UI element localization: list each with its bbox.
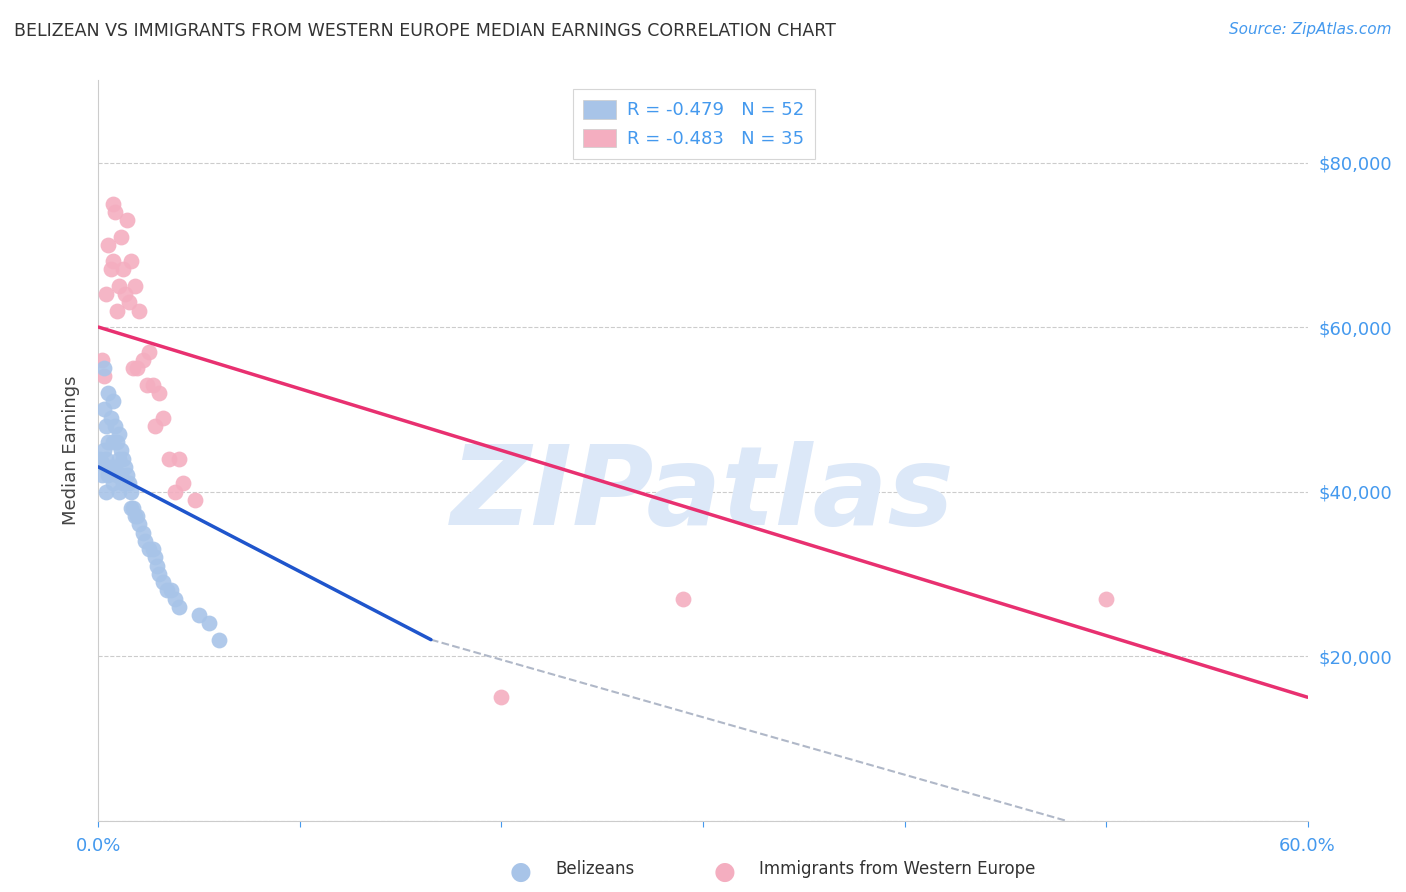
- Point: [184, 492, 207, 507]
- Text: ●: ●: [713, 861, 735, 884]
- Point: [142, 542, 165, 557]
- Point: [111, 451, 134, 466]
- Point: [157, 451, 180, 466]
- Point: [103, 459, 125, 474]
- Point: [103, 205, 125, 219]
- Point: [143, 550, 166, 565]
- Point: [107, 451, 129, 466]
- Point: [132, 525, 155, 540]
- Text: Belizeans: Belizeans: [555, 860, 634, 878]
- Point: [120, 484, 142, 499]
- Point: [134, 533, 156, 548]
- Point: [110, 443, 132, 458]
- Point: [160, 583, 183, 598]
- Point: [188, 607, 211, 622]
- Point: [672, 591, 695, 606]
- Point: [208, 632, 231, 647]
- Point: [148, 385, 170, 400]
- Point: [101, 394, 124, 409]
- Point: [105, 303, 128, 318]
- Point: [152, 575, 174, 590]
- Point: [93, 443, 115, 458]
- Point: [91, 353, 114, 368]
- Point: [91, 456, 114, 470]
- Point: [93, 361, 115, 376]
- Point: [148, 566, 170, 581]
- Point: [111, 262, 134, 277]
- Point: [100, 459, 122, 474]
- Point: [491, 690, 513, 705]
- Point: [1095, 591, 1118, 606]
- Point: [163, 591, 186, 606]
- Point: [121, 501, 143, 516]
- Point: [96, 287, 118, 301]
- Point: [135, 377, 157, 392]
- Point: [93, 369, 115, 384]
- Point: [128, 303, 150, 318]
- Y-axis label: Median Earnings: Median Earnings: [62, 376, 80, 525]
- Point: [124, 279, 146, 293]
- Text: Source: ZipAtlas.com: Source: ZipAtlas.com: [1229, 22, 1392, 37]
- Legend: R = -0.479   N = 52, R = -0.483   N = 35: R = -0.479 N = 52, R = -0.483 N = 35: [572, 89, 815, 159]
- Point: [128, 517, 150, 532]
- Point: [107, 484, 129, 499]
- Point: [97, 468, 120, 483]
- Point: [152, 410, 174, 425]
- Point: [114, 287, 136, 301]
- Point: [118, 295, 141, 310]
- Point: [91, 468, 114, 483]
- Text: BELIZEAN VS IMMIGRANTS FROM WESTERN EUROPE MEDIAN EARNINGS CORRELATION CHART: BELIZEAN VS IMMIGRANTS FROM WESTERN EURO…: [14, 22, 837, 40]
- Point: [121, 361, 143, 376]
- Point: [110, 468, 132, 483]
- Point: [143, 418, 166, 433]
- Point: [101, 435, 124, 450]
- Point: [132, 353, 155, 368]
- Point: [172, 476, 194, 491]
- Point: [142, 377, 165, 392]
- Point: [146, 558, 169, 573]
- Point: [97, 385, 120, 400]
- Point: [100, 262, 122, 277]
- Point: [96, 484, 118, 499]
- Point: [110, 229, 132, 244]
- Point: [96, 418, 118, 433]
- Point: [101, 254, 124, 268]
- Point: [93, 402, 115, 417]
- Point: [125, 361, 148, 376]
- Point: [107, 279, 129, 293]
- Point: [111, 476, 134, 491]
- Point: [120, 254, 142, 268]
- Point: [114, 459, 136, 474]
- Point: [115, 468, 138, 483]
- Point: [100, 410, 122, 425]
- Point: [156, 583, 179, 598]
- Point: [198, 616, 221, 631]
- Point: [118, 476, 141, 491]
- Point: [105, 435, 128, 450]
- Point: [167, 451, 190, 466]
- Point: [138, 542, 160, 557]
- Point: [103, 418, 125, 433]
- Point: [115, 213, 138, 227]
- Point: [97, 435, 120, 450]
- Point: [101, 196, 124, 211]
- Point: [124, 509, 146, 524]
- Point: [89, 451, 111, 466]
- Point: [96, 451, 118, 466]
- Point: [125, 509, 148, 524]
- Point: [105, 468, 128, 483]
- Point: [107, 427, 129, 442]
- Point: [97, 237, 120, 252]
- Point: [138, 344, 160, 359]
- Point: [163, 484, 186, 499]
- Text: Immigrants from Western Europe: Immigrants from Western Europe: [759, 860, 1036, 878]
- Point: [167, 599, 190, 614]
- Point: [101, 476, 124, 491]
- Text: ●: ●: [509, 861, 531, 884]
- Text: ZIPatlas: ZIPatlas: [451, 442, 955, 549]
- Point: [120, 501, 142, 516]
